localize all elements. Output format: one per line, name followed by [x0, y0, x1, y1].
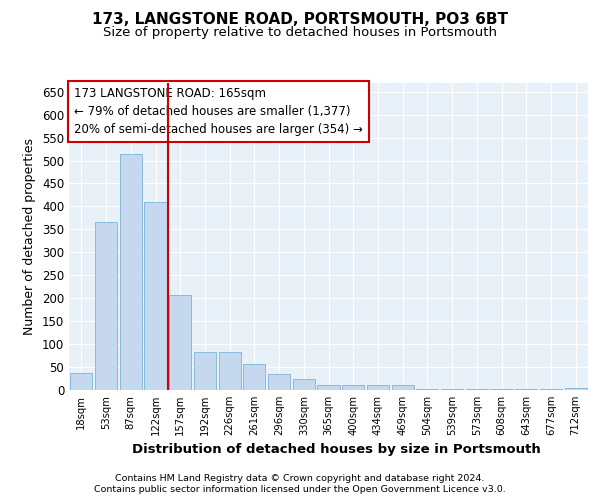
- Y-axis label: Number of detached properties: Number of detached properties: [23, 138, 37, 335]
- Bar: [515, 389, 538, 390]
- Bar: [169, 295, 191, 390]
- Bar: [293, 380, 315, 390]
- Bar: [317, 385, 340, 390]
- Bar: [392, 386, 414, 390]
- Bar: [540, 389, 562, 390]
- Bar: [367, 386, 389, 390]
- Text: Contains public sector information licensed under the Open Government Licence v3: Contains public sector information licen…: [94, 485, 506, 494]
- Bar: [342, 386, 364, 390]
- Text: 173 LANGSTONE ROAD: 165sqm
← 79% of detached houses are smaller (1,377)
20% of s: 173 LANGSTONE ROAD: 165sqm ← 79% of deta…: [74, 87, 363, 136]
- Text: Size of property relative to detached houses in Portsmouth: Size of property relative to detached ho…: [103, 26, 497, 39]
- Text: Contains HM Land Registry data © Crown copyright and database right 2024.: Contains HM Land Registry data © Crown c…: [115, 474, 485, 483]
- Bar: [466, 389, 488, 390]
- Bar: [490, 389, 512, 390]
- Bar: [70, 373, 92, 390]
- Bar: [145, 202, 167, 390]
- Bar: [243, 364, 265, 390]
- Bar: [95, 222, 117, 390]
- Bar: [218, 352, 241, 390]
- Text: 173, LANGSTONE ROAD, PORTSMOUTH, PO3 6BT: 173, LANGSTONE ROAD, PORTSMOUTH, PO3 6BT: [92, 12, 508, 28]
- Text: Distribution of detached houses by size in Portsmouth: Distribution of detached houses by size …: [131, 442, 541, 456]
- Bar: [194, 352, 216, 390]
- Bar: [565, 388, 587, 390]
- Bar: [119, 154, 142, 390]
- Bar: [416, 389, 439, 390]
- Bar: [268, 374, 290, 390]
- Bar: [441, 389, 463, 390]
